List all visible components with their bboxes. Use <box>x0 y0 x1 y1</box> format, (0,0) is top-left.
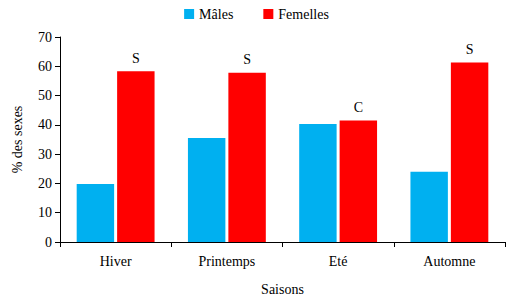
svg-text:20: 20 <box>38 176 52 191</box>
svg-text:40: 40 <box>38 117 52 132</box>
svg-text:Mâles: Mâles <box>199 7 233 22</box>
svg-text:S: S <box>132 51 140 66</box>
svg-text:S: S <box>243 52 251 67</box>
svg-text:0: 0 <box>45 235 52 250</box>
svg-text:Eté: Eté <box>329 254 348 269</box>
svg-text:Printemps: Printemps <box>198 254 255 269</box>
svg-text:Saisons: Saisons <box>261 282 304 297</box>
svg-text:Automne: Automne <box>423 254 475 269</box>
svg-text:50: 50 <box>38 88 52 103</box>
svg-text:Femelles: Femelles <box>278 7 329 22</box>
svg-text:Hiver: Hiver <box>100 254 132 269</box>
svg-text:C: C <box>354 100 363 115</box>
svg-text:% des sexes: % des sexes <box>10 106 25 174</box>
svg-text:10: 10 <box>38 205 52 220</box>
svg-text:60: 60 <box>38 59 52 74</box>
svg-text:30: 30 <box>38 147 52 162</box>
svg-text:70: 70 <box>38 30 52 45</box>
svg-text:S: S <box>466 42 474 57</box>
